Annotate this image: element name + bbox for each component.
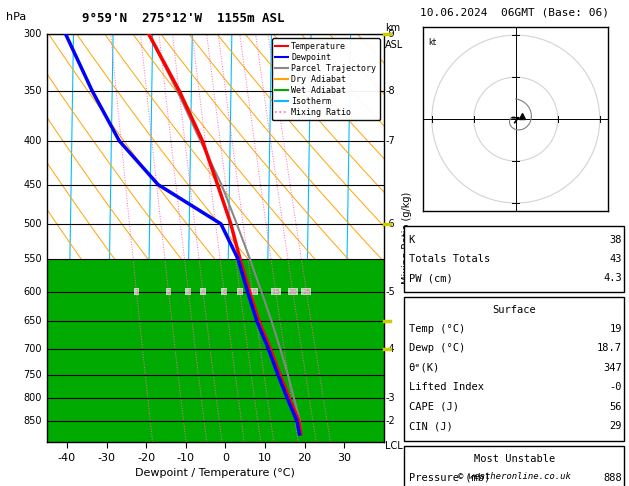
Text: 800: 800 xyxy=(24,394,42,403)
Text: ASL: ASL xyxy=(386,40,404,50)
Bar xyxy=(404,446,625,486)
Text: 4: 4 xyxy=(201,289,205,295)
Text: 56: 56 xyxy=(610,402,622,412)
Text: 850: 850 xyxy=(24,416,42,426)
Text: -7: -7 xyxy=(386,136,395,146)
Text: Lifted Index: Lifted Index xyxy=(409,382,484,392)
Text: 10: 10 xyxy=(248,289,257,295)
Text: 10.06.2024  06GMT (Base: 06): 10.06.2024 06GMT (Base: 06) xyxy=(420,7,609,17)
Text: -0: -0 xyxy=(610,382,622,392)
Text: 15: 15 xyxy=(271,289,280,295)
Text: © weatheronline.co.uk: © weatheronline.co.uk xyxy=(458,472,571,481)
Text: Mixing Ratio (g/kg): Mixing Ratio (g/kg) xyxy=(402,192,412,284)
Text: 500: 500 xyxy=(24,219,42,229)
Legend: Temperature, Dewpoint, Parcel Trajectory, Dry Adiabat, Wet Adiabat, Isotherm, Mi: Temperature, Dewpoint, Parcel Trajectory… xyxy=(272,38,379,121)
Bar xyxy=(404,226,625,292)
Text: 300: 300 xyxy=(24,29,42,39)
Text: 700: 700 xyxy=(24,344,42,354)
Text: Surface: Surface xyxy=(493,305,536,315)
Text: Temp (°C): Temp (°C) xyxy=(409,324,465,334)
Text: 1: 1 xyxy=(134,289,139,295)
Text: 4.3: 4.3 xyxy=(603,274,622,283)
Text: 3: 3 xyxy=(186,289,191,295)
Text: 18.7: 18.7 xyxy=(597,344,622,353)
Text: 9°59'N  275°12'W  1155m ASL: 9°59'N 275°12'W 1155m ASL xyxy=(82,12,284,25)
Text: 38: 38 xyxy=(610,235,622,244)
Text: 29: 29 xyxy=(610,421,622,431)
Text: 25: 25 xyxy=(302,289,311,295)
Text: -9: -9 xyxy=(386,29,395,39)
Text: PW (cm): PW (cm) xyxy=(409,274,452,283)
Text: 8: 8 xyxy=(238,289,242,295)
Text: km: km xyxy=(386,23,401,33)
Text: -5: -5 xyxy=(386,287,395,296)
Text: kt: kt xyxy=(428,38,437,48)
Text: Totals Totals: Totals Totals xyxy=(409,254,490,264)
Text: 400: 400 xyxy=(24,136,42,146)
Text: K: K xyxy=(409,235,415,244)
Text: θᵉ(K): θᵉ(K) xyxy=(409,363,440,373)
Text: -4: -4 xyxy=(386,344,395,354)
Text: -6: -6 xyxy=(386,219,395,229)
Text: -8: -8 xyxy=(386,87,395,96)
Bar xyxy=(404,297,625,441)
Text: 347: 347 xyxy=(603,363,622,373)
Text: 19: 19 xyxy=(610,324,622,334)
Text: 2: 2 xyxy=(166,289,170,295)
Text: 750: 750 xyxy=(23,369,42,380)
Text: Dewp (°C): Dewp (°C) xyxy=(409,344,465,353)
Text: Most Unstable: Most Unstable xyxy=(474,454,555,464)
Text: 6: 6 xyxy=(222,289,226,295)
Text: 450: 450 xyxy=(24,180,42,190)
Text: hPa: hPa xyxy=(6,12,26,22)
Text: -2: -2 xyxy=(386,416,395,426)
Text: CIN (J): CIN (J) xyxy=(409,421,452,431)
Text: 43: 43 xyxy=(610,254,622,264)
Text: 888: 888 xyxy=(603,473,622,483)
Text: -3: -3 xyxy=(386,394,395,403)
X-axis label: Dewpoint / Temperature (°C): Dewpoint / Temperature (°C) xyxy=(135,468,296,478)
Text: 350: 350 xyxy=(24,87,42,96)
Text: 550: 550 xyxy=(23,254,42,264)
Text: 20: 20 xyxy=(289,289,298,295)
Text: LCL: LCL xyxy=(386,441,403,451)
Text: 600: 600 xyxy=(24,287,42,296)
Text: 650: 650 xyxy=(24,316,42,326)
Text: Pressure (mb): Pressure (mb) xyxy=(409,473,490,483)
Text: CAPE (J): CAPE (J) xyxy=(409,402,459,412)
